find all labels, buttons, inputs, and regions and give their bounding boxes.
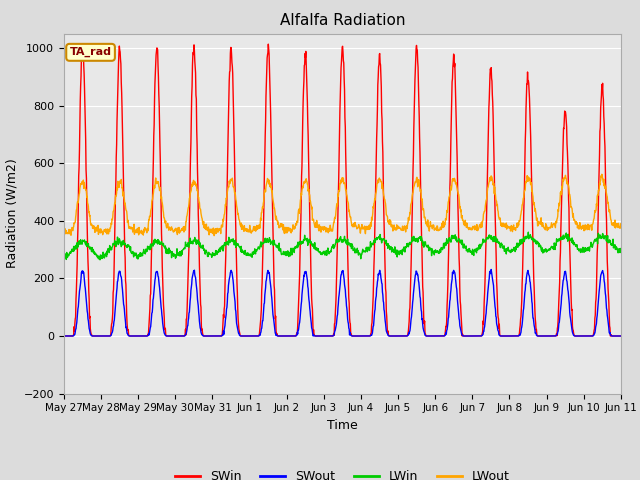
SWin: [264, 41, 272, 47]
SWout: [429, 333, 436, 339]
Text: TA_rad: TA_rad: [70, 47, 111, 58]
SWout: [551, 333, 559, 339]
LWout: [598, 171, 605, 177]
Line: LWout: LWout: [64, 174, 621, 237]
LWin: [96, 257, 104, 263]
LWout: [502, 225, 509, 230]
SWin: [429, 333, 437, 339]
LWin: [502, 246, 509, 252]
SWin: [246, 333, 254, 339]
SWin: [502, 333, 509, 339]
LWin: [60, 257, 68, 263]
SWout: [170, 333, 178, 339]
SWout: [184, 323, 191, 329]
LWin: [246, 251, 254, 257]
LWin: [184, 240, 192, 245]
X-axis label: Time: Time: [327, 419, 358, 432]
SWout: [502, 333, 509, 339]
Legend: SWin, SWout, LWin, LWout: SWin, SWout, LWin, LWout: [170, 465, 515, 480]
LWin: [429, 250, 437, 256]
SWin: [170, 333, 178, 339]
Line: SWout: SWout: [64, 269, 621, 336]
SWin: [60, 333, 68, 339]
SWout: [487, 266, 495, 272]
LWout: [429, 222, 436, 228]
LWin: [525, 229, 532, 235]
LWout: [617, 221, 625, 227]
LWout: [184, 208, 191, 214]
Line: LWin: LWin: [64, 232, 621, 260]
LWin: [617, 246, 625, 252]
SWin: [551, 333, 559, 339]
LWout: [246, 229, 254, 235]
SWout: [60, 333, 68, 339]
LWin: [171, 252, 179, 258]
SWin: [184, 282, 191, 288]
Line: SWin: SWin: [64, 44, 621, 336]
LWout: [551, 222, 559, 228]
LWout: [60, 234, 68, 240]
LWout: [170, 228, 178, 233]
SWout: [246, 333, 254, 339]
Y-axis label: Radiation (W/m2): Radiation (W/m2): [5, 159, 18, 268]
SWin: [617, 333, 625, 339]
SWout: [617, 333, 625, 339]
LWin: [552, 241, 559, 247]
Title: Alfalfa Radiation: Alfalfa Radiation: [280, 13, 405, 28]
